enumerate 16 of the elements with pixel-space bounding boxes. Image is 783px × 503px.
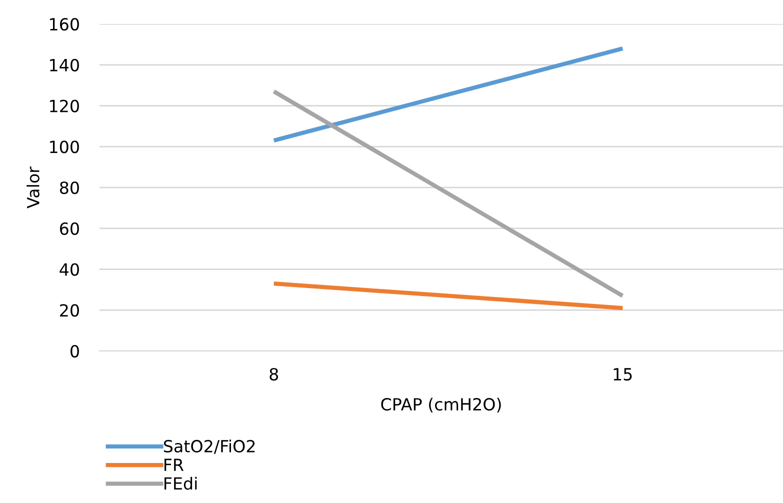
y-tick-label: 140 [50, 58, 79, 72]
x-tick-label: 8 [270, 368, 278, 381]
y-axis-title: Valor [26, 166, 40, 208]
x-axis-title: CPAP (cmH2O) [381, 398, 501, 413]
x-tick-label: 15 [614, 368, 632, 381]
y-tick-label: 20 [60, 304, 79, 317]
y-tick-label: 80 [60, 181, 79, 194]
legend-label: SatO2/FiO2 [164, 440, 255, 454]
y-tick-label: 0 [70, 344, 79, 358]
y-tick-label: 120 [50, 100, 79, 112]
y-tick-label: 40 [60, 263, 79, 276]
y-tick-label: 100 [50, 140, 79, 154]
y-tick-label: 60 [60, 222, 79, 235]
legend-label: FR [164, 458, 184, 471]
y-tick-label: 160 [50, 18, 79, 31]
legend-label: FEdi [164, 476, 197, 490]
